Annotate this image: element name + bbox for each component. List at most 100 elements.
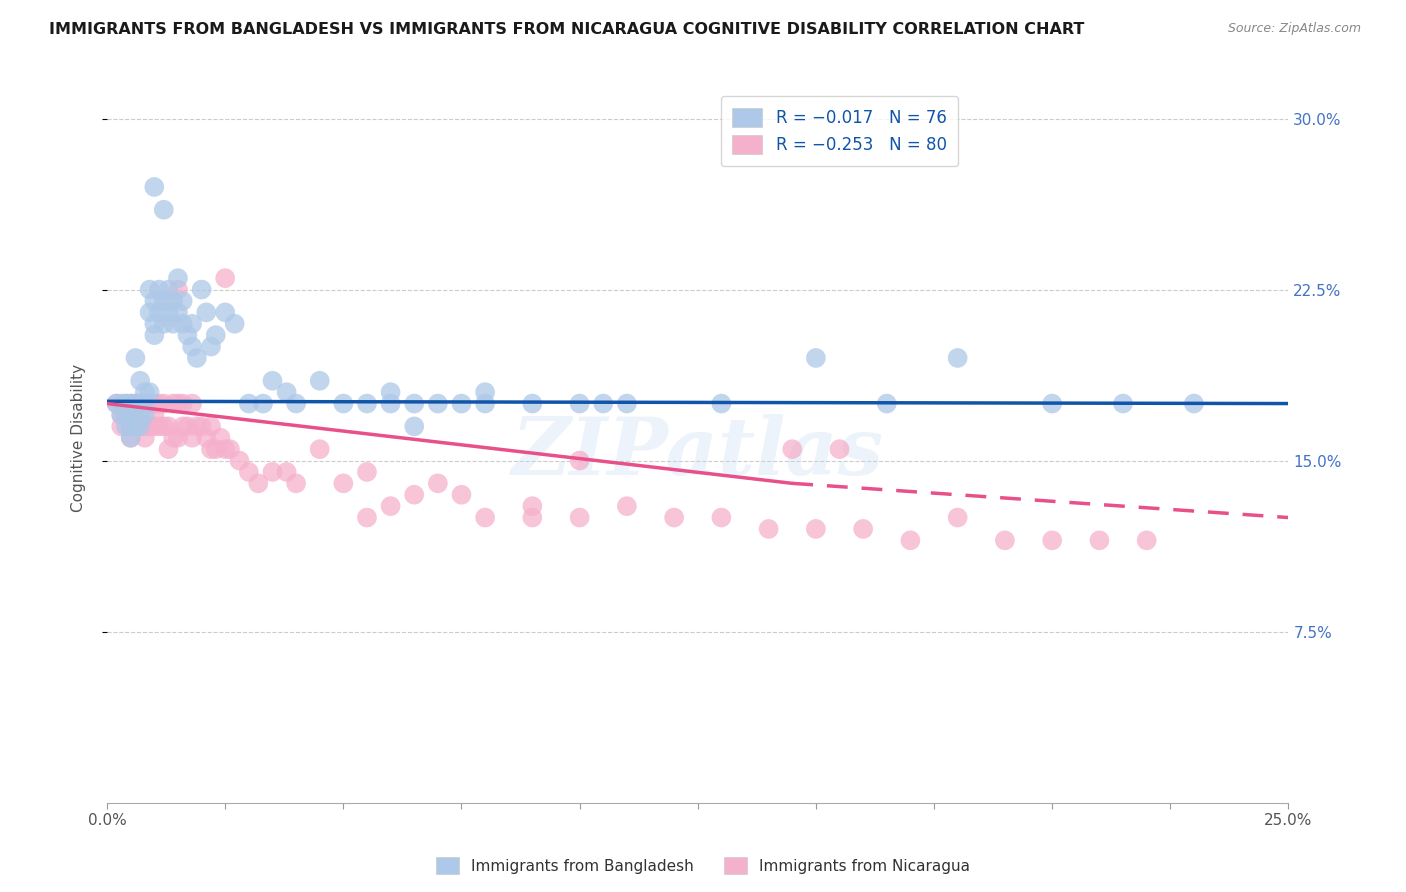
Point	[143, 293, 166, 308]
Point	[474, 385, 496, 400]
Point	[262, 374, 284, 388]
Point	[404, 396, 426, 410]
Point	[804, 351, 827, 365]
Point	[143, 180, 166, 194]
Point	[426, 396, 449, 410]
Point	[195, 305, 218, 319]
Point	[262, 465, 284, 479]
Point	[138, 396, 160, 410]
Point	[276, 385, 298, 400]
Point	[134, 385, 156, 400]
Point	[522, 510, 544, 524]
Point	[181, 396, 204, 410]
Point	[946, 351, 969, 365]
Point	[129, 419, 152, 434]
Point	[616, 396, 638, 410]
Point	[247, 476, 270, 491]
Point	[124, 419, 146, 434]
Point	[143, 408, 166, 422]
Point	[143, 328, 166, 343]
Point	[209, 431, 232, 445]
Legend: R = −0.017   N = 76, R = −0.253   N = 80: R = −0.017 N = 76, R = −0.253 N = 80	[721, 96, 959, 166]
Point	[1040, 533, 1063, 548]
Point	[200, 442, 222, 457]
Point	[181, 317, 204, 331]
Point	[356, 510, 378, 524]
Point	[110, 408, 132, 422]
Point	[380, 385, 402, 400]
Point	[172, 396, 194, 410]
Point	[876, 396, 898, 410]
Point	[238, 465, 260, 479]
Point	[380, 499, 402, 513]
Point	[1136, 533, 1159, 548]
Point	[105, 396, 128, 410]
Point	[522, 499, 544, 513]
Point	[450, 396, 472, 410]
Point	[181, 340, 204, 354]
Point	[568, 453, 591, 467]
Point	[238, 396, 260, 410]
Point	[285, 396, 308, 410]
Point	[167, 396, 190, 410]
Point	[224, 317, 246, 331]
Point	[167, 271, 190, 285]
Point	[450, 488, 472, 502]
Point	[152, 419, 174, 434]
Point	[190, 283, 212, 297]
Point	[115, 396, 138, 410]
Point	[276, 465, 298, 479]
Y-axis label: Cognitive Disability: Cognitive Disability	[72, 364, 86, 512]
Point	[214, 271, 236, 285]
Point	[167, 283, 190, 297]
Point	[120, 431, 142, 445]
Point	[115, 396, 138, 410]
Point	[1112, 396, 1135, 410]
Point	[120, 431, 142, 445]
Point	[152, 293, 174, 308]
Point	[356, 465, 378, 479]
Point	[172, 293, 194, 308]
Point	[129, 419, 152, 434]
Point	[804, 522, 827, 536]
Legend: Immigrants from Bangladesh, Immigrants from Nicaragua: Immigrants from Bangladesh, Immigrants f…	[430, 851, 976, 880]
Point	[172, 317, 194, 331]
Point	[115, 419, 138, 434]
Point	[138, 283, 160, 297]
Point	[143, 396, 166, 410]
Point	[105, 396, 128, 410]
Point	[110, 396, 132, 410]
Point	[148, 283, 170, 297]
Point	[710, 510, 733, 524]
Point	[176, 419, 198, 434]
Point	[181, 431, 204, 445]
Point	[474, 396, 496, 410]
Point	[157, 305, 180, 319]
Point	[186, 419, 208, 434]
Point	[332, 396, 354, 410]
Point	[662, 510, 685, 524]
Point	[120, 408, 142, 422]
Point	[148, 396, 170, 410]
Point	[138, 305, 160, 319]
Point	[190, 419, 212, 434]
Point	[120, 419, 142, 434]
Point	[152, 202, 174, 217]
Point	[138, 419, 160, 434]
Point	[167, 431, 190, 445]
Point	[616, 499, 638, 513]
Point	[120, 396, 142, 410]
Point	[152, 317, 174, 331]
Point	[780, 442, 803, 457]
Point	[134, 396, 156, 410]
Text: ZIPatlas: ZIPatlas	[512, 414, 884, 491]
Point	[134, 431, 156, 445]
Point	[200, 340, 222, 354]
Point	[828, 442, 851, 457]
Point	[167, 305, 190, 319]
Point	[124, 396, 146, 410]
Point	[157, 419, 180, 434]
Point	[129, 374, 152, 388]
Point	[426, 476, 449, 491]
Point	[404, 419, 426, 434]
